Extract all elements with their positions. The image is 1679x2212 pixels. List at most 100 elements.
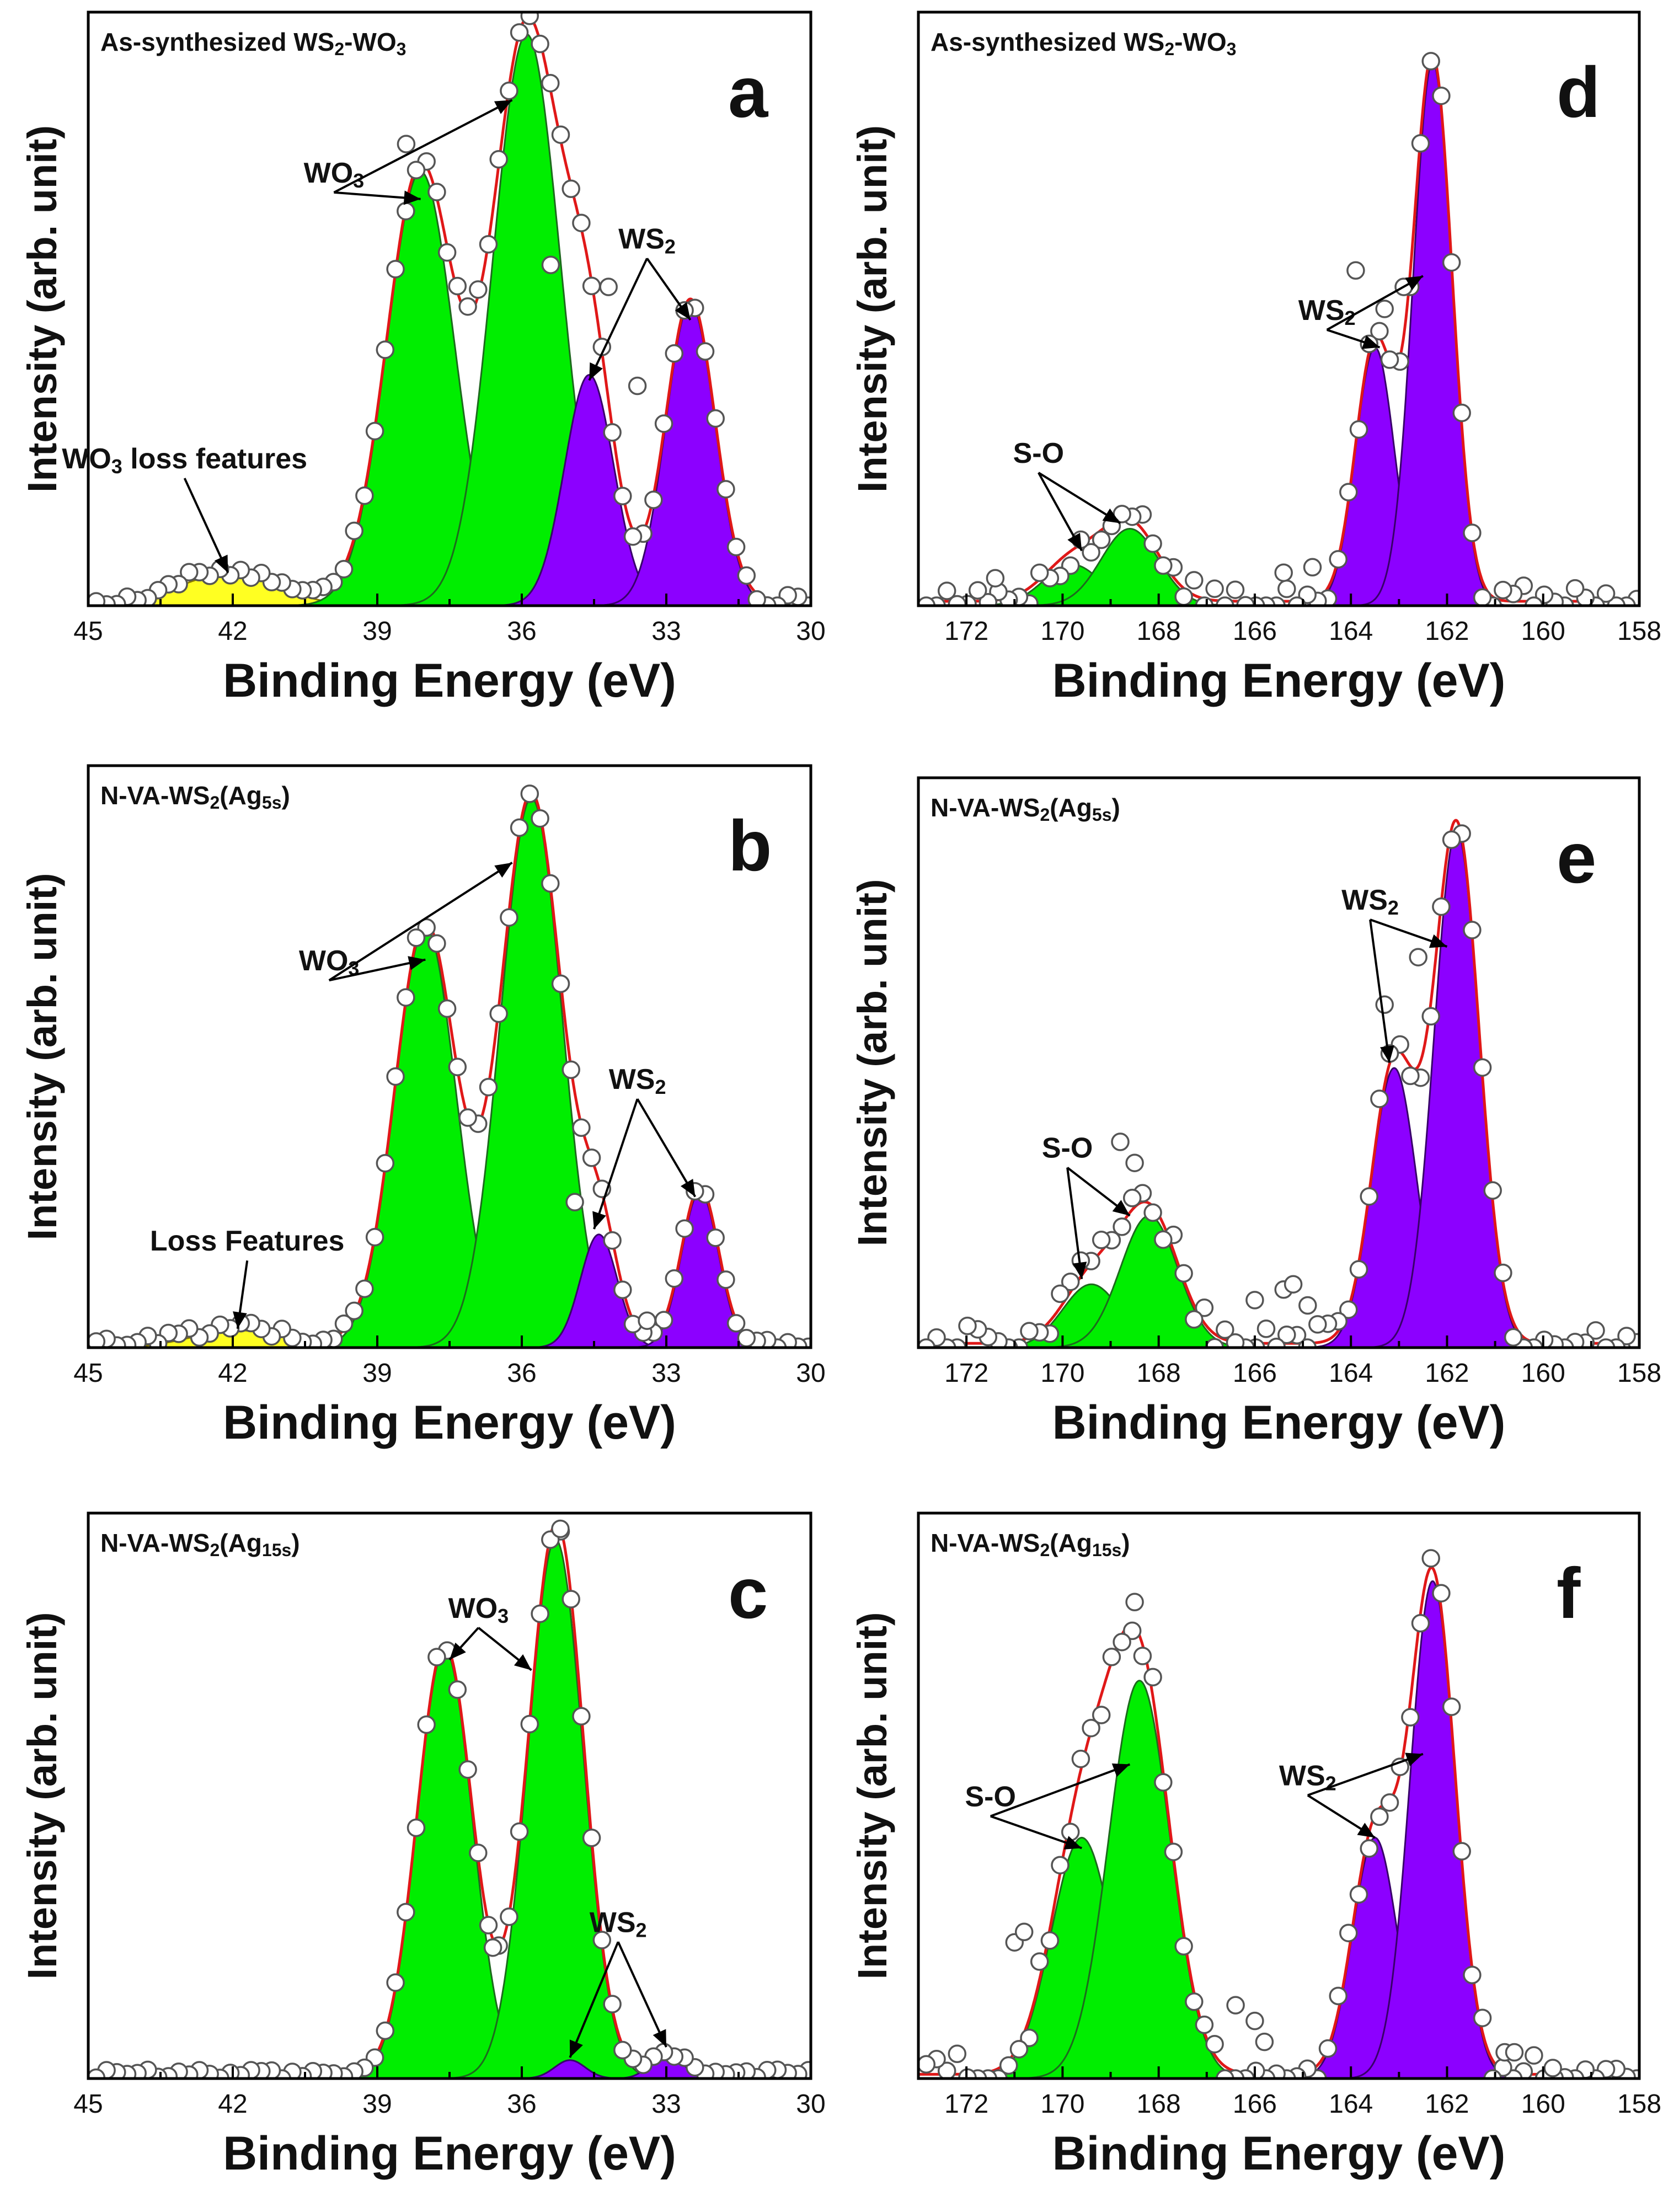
arrowhead	[1067, 532, 1082, 551]
peak-annotation: WS2	[1341, 884, 1399, 919]
x-tick-label: 158	[1617, 1359, 1661, 1388]
data-point	[479, 1077, 498, 1097]
data-point	[448, 276, 467, 296]
x-tick-label: 170	[1040, 2090, 1084, 2119]
data-point	[1473, 2008, 1492, 2027]
data-point	[1277, 579, 1296, 599]
data-point	[1596, 1338, 1616, 1348]
data-point	[565, 1193, 584, 1212]
peak-annotation: WO3	[304, 157, 365, 192]
data-point	[562, 1060, 580, 1080]
data-point	[386, 1973, 405, 1992]
annotation-arrow	[1369, 919, 1391, 1063]
data-point	[1009, 2040, 1029, 2059]
data-point	[541, 874, 560, 893]
panel-letter: d	[1557, 52, 1600, 132]
data-point	[531, 1604, 549, 1623]
x-tick-label: 160	[1521, 2090, 1565, 2119]
data-point	[520, 1714, 539, 1734]
data-point	[1082, 543, 1100, 562]
data-point	[520, 12, 539, 25]
annotation-arrow	[617, 1941, 667, 2048]
data-point	[1287, 596, 1307, 606]
x-tick-label: 33	[651, 2090, 681, 2119]
data-point	[1082, 1718, 1100, 1738]
data-point	[334, 559, 354, 579]
envelope-line-d	[918, 52, 1639, 603]
data-point	[407, 928, 426, 947]
data-point	[345, 521, 363, 541]
data-point	[1020, 2028, 1039, 2048]
data-point	[1483, 2069, 1502, 2079]
x-tick-label: 36	[507, 617, 536, 646]
data-point	[1154, 1773, 1173, 1792]
data-point	[1195, 1299, 1214, 1317]
data-point	[334, 1314, 354, 1333]
data-point	[1452, 403, 1471, 423]
plot-area-e	[918, 819, 1639, 1348]
x-tick-label: 170	[1040, 617, 1084, 646]
data-point	[1473, 1058, 1492, 1077]
data-point	[1375, 995, 1394, 1014]
data-point	[1380, 1793, 1399, 1812]
x-tick-label: 172	[944, 2090, 988, 2119]
data-point	[654, 414, 673, 433]
data-point	[1346, 261, 1365, 280]
data-point	[541, 73, 560, 93]
data-point	[1245, 1291, 1264, 1310]
data-point	[613, 1280, 632, 1300]
data-point	[397, 135, 416, 153]
data-point	[1339, 1924, 1358, 1942]
x-tick-label: 162	[1425, 1359, 1469, 1388]
data-point	[427, 1648, 446, 1666]
panel-f: 172 170 168 166 164 162 160 158 Binding Energy (…	[849, 1511, 1661, 2180]
data-point	[489, 150, 508, 169]
plot-area-b	[88, 784, 811, 1348]
arrowhead	[494, 100, 512, 114]
plot-area-f	[918, 1549, 1639, 2079]
panel-letter: b	[728, 805, 772, 886]
data-point	[572, 1707, 591, 1726]
x-tick-label: 42	[218, 2090, 247, 2119]
peak-annotation: WO3	[299, 945, 360, 980]
data-point	[937, 581, 956, 600]
data-point	[510, 1822, 529, 1841]
peak-annotation: WS2	[1279, 1760, 1336, 1795]
data-point	[1133, 1647, 1152, 1665]
annotation-arrow	[333, 99, 513, 194]
annotation-arrow	[990, 1763, 1131, 1818]
data-point	[1061, 1272, 1080, 1291]
x-tick-label: 160	[1521, 617, 1565, 646]
sample-title: N-VA-WS2(Ag15s)	[100, 1529, 300, 1560]
x-tick-label: 168	[1137, 617, 1181, 646]
peak-annotation: WS2	[590, 1906, 647, 1941]
data-point	[1360, 1187, 1378, 1206]
data-point	[1505, 2043, 1524, 2062]
y-axis-label: Intensity (arb. unit)	[849, 879, 895, 1247]
data-point	[1020, 1322, 1039, 1340]
data-point	[726, 537, 746, 557]
panel-a: 45 42 39 36 33 30 Binding Energy (eV) Intensity…	[19, 10, 826, 707]
x-tick-label: 172	[944, 617, 988, 646]
data-point	[458, 1760, 477, 1779]
data-point	[1284, 1275, 1303, 1294]
data-point	[427, 183, 446, 201]
data-point	[948, 2044, 967, 2064]
data-point	[1360, 1839, 1378, 1858]
data-point	[1154, 556, 1173, 575]
arrowhead	[214, 554, 228, 573]
panel-letter: f	[1557, 1553, 1581, 1633]
arrowhead	[1111, 1763, 1130, 1777]
data-point	[1463, 1965, 1482, 1985]
data-point	[1349, 1260, 1368, 1279]
panel-letter: a	[728, 52, 769, 132]
sample-title: N-VA-WS2(Ag15s)	[931, 1529, 1130, 1560]
data-point	[376, 2021, 395, 2040]
data-point	[437, 999, 457, 1018]
y-axis-label: Intensity (arb. unit)	[19, 125, 65, 493]
x-axis-label: Binding Energy (eV)	[1052, 2127, 1506, 2180]
x-tick-label: 42	[218, 617, 247, 646]
data-point	[747, 590, 766, 606]
x-axis-label: Binding Energy (eV)	[223, 2127, 676, 2180]
data-point	[1092, 1231, 1111, 1249]
